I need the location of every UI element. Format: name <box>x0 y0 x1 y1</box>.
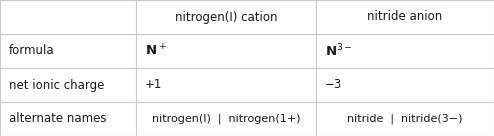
Text: nitrogen(I)  |  nitrogen(1+): nitrogen(I) | nitrogen(1+) <box>152 114 300 124</box>
Text: −3: −3 <box>325 78 342 92</box>
Text: formula: formula <box>9 44 54 58</box>
Text: nitride  |  nitride(3−): nitride | nitride(3−) <box>347 114 463 124</box>
Text: alternate names: alternate names <box>9 112 106 126</box>
Text: $\mathbf{N}^+$: $\mathbf{N}^+$ <box>145 43 166 59</box>
Text: nitrogen(I) cation: nitrogen(I) cation <box>175 10 277 24</box>
Text: $\mathbf{N}^{3-}$: $\mathbf{N}^{3-}$ <box>325 43 353 59</box>
Text: net ionic charge: net ionic charge <box>9 78 104 92</box>
Text: nitride anion: nitride anion <box>368 10 443 24</box>
Text: +1: +1 <box>145 78 162 92</box>
